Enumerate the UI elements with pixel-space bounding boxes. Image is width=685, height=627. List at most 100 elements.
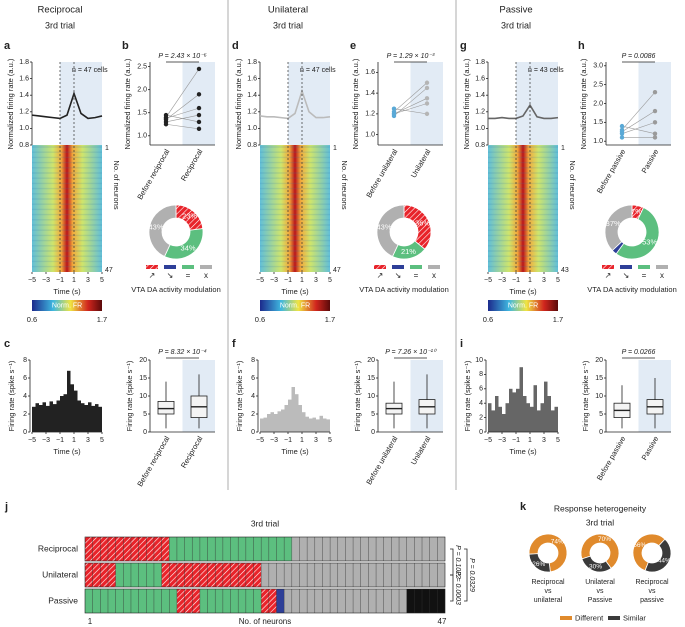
pair-point xyxy=(619,129,625,134)
y-tick-label: 6 xyxy=(251,375,255,382)
donut-slice xyxy=(580,533,620,569)
panel-letter: g xyxy=(460,40,467,52)
pair-point xyxy=(196,105,202,111)
legend-label: x xyxy=(432,271,436,280)
donut-label: 74% xyxy=(551,539,564,546)
legend-swatch xyxy=(656,265,668,269)
category-label: Before reciprocal xyxy=(135,434,171,488)
x-axis-label: Time (s) xyxy=(281,447,309,456)
legend-caption: VTA DA activity modulation xyxy=(587,285,676,294)
donut-label: 43% xyxy=(376,223,391,232)
legend-swatch xyxy=(638,265,650,269)
y-tick-label: 1.0 xyxy=(593,138,603,145)
row-last: 43 xyxy=(561,267,569,274)
shade xyxy=(60,62,102,145)
x-tick-label: −1 xyxy=(56,437,64,444)
y-tick-label: 0 xyxy=(479,429,483,436)
x-tick-label: 5 xyxy=(100,437,104,444)
row-first: 1 xyxy=(561,145,565,152)
psth-bar xyxy=(547,396,551,432)
x-tick-label: −5 xyxy=(28,277,36,284)
donut-label: 30% xyxy=(589,564,602,571)
psth-bar xyxy=(91,405,95,432)
legend-label: = xyxy=(186,271,191,280)
colorbar-min: 0.6 xyxy=(27,315,37,324)
x-tick-label: −3 xyxy=(270,277,278,284)
legend-label: ↗ xyxy=(149,271,156,280)
psth-bar xyxy=(95,404,99,432)
hatch xyxy=(161,563,262,587)
y-tick-label: 0 xyxy=(251,429,255,436)
y-tick-label: 2 xyxy=(251,411,255,418)
shade xyxy=(288,62,330,145)
psth-bar xyxy=(523,396,527,432)
y-tick-label: 0.8 xyxy=(247,142,257,149)
psth-bar xyxy=(305,416,309,432)
pair-point xyxy=(424,85,430,91)
donut-slice xyxy=(644,538,672,573)
y-tick-label: 1.6 xyxy=(365,69,375,76)
pair-point xyxy=(163,122,169,127)
pair-point xyxy=(619,135,625,140)
legend-label: = xyxy=(414,271,419,280)
category-label: Unilateral xyxy=(409,434,433,466)
legend-caption: VTA DA activity modulation xyxy=(131,285,220,294)
box xyxy=(157,400,175,415)
psth-bar xyxy=(551,410,555,432)
psth-bar xyxy=(260,418,264,432)
hatch xyxy=(146,265,158,269)
shade xyxy=(182,62,215,145)
legend-label: ↘ xyxy=(395,271,402,280)
y-tick-label: 8 xyxy=(479,371,483,378)
psth-bar xyxy=(49,401,53,432)
donut-caption: vs xyxy=(649,588,657,595)
x-tick-label: −5 xyxy=(256,437,264,444)
pair-line xyxy=(621,91,656,131)
p-bracket xyxy=(464,548,468,602)
donut-slice xyxy=(581,555,612,573)
category-label: Before passive xyxy=(595,434,628,481)
donut-label: 56% xyxy=(633,542,646,549)
x-tick-label: −5 xyxy=(28,437,36,444)
psth-bar xyxy=(63,394,67,432)
y-tick-label: 1.8 xyxy=(475,59,485,66)
pair-point xyxy=(424,80,430,85)
pair-line xyxy=(165,68,200,118)
psth-bar xyxy=(498,406,502,432)
p-value: P = 7.26 × 10⁻¹⁰ xyxy=(385,348,437,356)
psth-bar xyxy=(53,404,57,432)
donut-label: 21% xyxy=(401,247,416,256)
psth-bar xyxy=(302,412,306,432)
y-axis-label: Firing rate (spike s⁻¹) xyxy=(235,360,244,431)
y-axis-label: Firing rate (spike s⁻¹) xyxy=(581,360,590,431)
donut-label: 36% xyxy=(415,218,430,227)
p-value: P = 0.0266 xyxy=(622,349,656,356)
pair-point xyxy=(424,101,430,106)
p-value: P = 0.0086 xyxy=(622,53,656,60)
y-tick-label: 1.5 xyxy=(137,110,147,117)
y-tick-label: 1.8 xyxy=(247,59,257,66)
panel-letter: c xyxy=(4,338,10,350)
row-last: 47 xyxy=(333,267,341,274)
category-label: Passive xyxy=(640,434,661,461)
donut-caption: vs xyxy=(597,588,605,595)
x-axis-label: No. of neurons xyxy=(239,617,291,626)
panel-letter: h xyxy=(578,40,585,52)
psth-bar xyxy=(67,370,71,432)
donut-slice xyxy=(376,204,405,257)
donut-label: 43% xyxy=(148,223,163,232)
pair-point xyxy=(619,123,625,129)
pair-line xyxy=(165,94,200,120)
y-tick-label: 1.0 xyxy=(247,125,257,132)
psth-bar xyxy=(295,394,299,432)
donut-caption: unilateral xyxy=(534,597,563,604)
x-first: 1 xyxy=(88,617,93,626)
x-tick-label: 3 xyxy=(86,277,90,284)
x-last: 47 xyxy=(438,617,447,626)
psth-bar xyxy=(32,406,36,432)
pair-point xyxy=(163,116,169,121)
y-tick-label: 1.0 xyxy=(19,125,29,132)
y-axis-label: Normalized firing rate (a.u.) xyxy=(462,58,471,149)
psth-bar xyxy=(526,403,530,432)
psth-bar xyxy=(316,419,320,432)
